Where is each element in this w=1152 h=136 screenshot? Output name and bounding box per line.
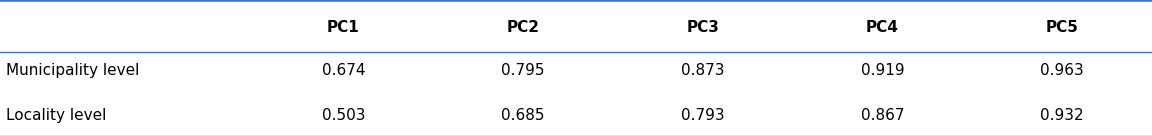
- Text: 0.795: 0.795: [501, 63, 545, 78]
- Text: 0.674: 0.674: [321, 63, 365, 78]
- Text: 0.867: 0.867: [861, 108, 904, 123]
- Text: PC5: PC5: [1046, 20, 1078, 35]
- Text: PC2: PC2: [507, 20, 539, 35]
- Text: 0.793: 0.793: [681, 108, 725, 123]
- Text: PC1: PC1: [327, 20, 359, 35]
- Text: 0.685: 0.685: [501, 108, 545, 123]
- Text: 0.919: 0.919: [861, 63, 904, 78]
- Text: PC3: PC3: [687, 20, 719, 35]
- Text: PC4: PC4: [866, 20, 899, 35]
- Text: 0.963: 0.963: [1040, 63, 1084, 78]
- Text: Locality level: Locality level: [6, 108, 106, 123]
- Text: 0.932: 0.932: [1040, 108, 1084, 123]
- Text: Municipality level: Municipality level: [6, 63, 139, 78]
- Text: 0.503: 0.503: [321, 108, 365, 123]
- Text: 0.873: 0.873: [681, 63, 725, 78]
